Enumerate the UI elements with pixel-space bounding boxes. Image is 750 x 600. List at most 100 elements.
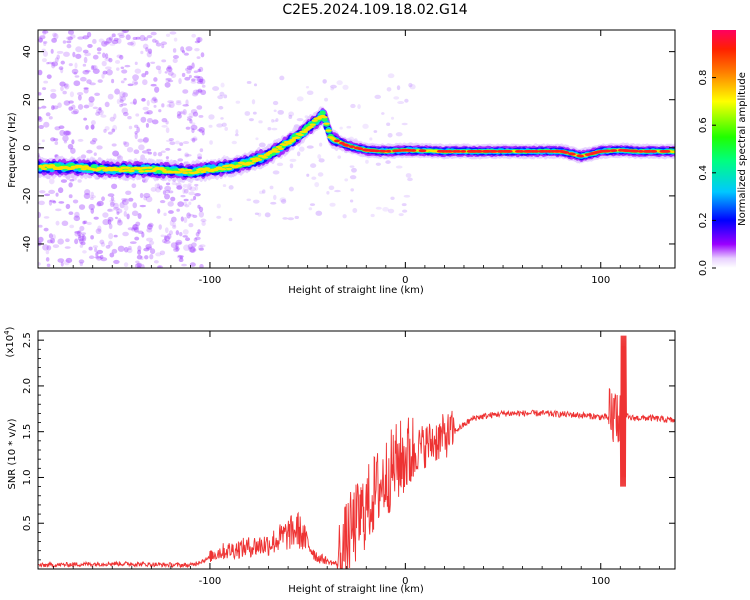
spectrogram-noise-speck bbox=[63, 83, 68, 88]
spectrogram-noise-speck bbox=[121, 197, 129, 201]
spectrogram-noise-speck bbox=[45, 257, 50, 262]
spectrogram-noise-speck bbox=[330, 87, 334, 91]
spectrogram-noise-speck bbox=[387, 133, 393, 138]
spectrogram-noise-speck bbox=[154, 98, 158, 103]
snr-series-line bbox=[38, 335, 675, 569]
spectrogram-noise-speck bbox=[123, 210, 127, 217]
spectrogram-noise-speck bbox=[194, 183, 199, 187]
spectrogram-noise-speck bbox=[199, 264, 204, 268]
spectrogram-noise-speck bbox=[158, 109, 162, 113]
spectrogram-noise-speck bbox=[155, 252, 162, 257]
spectrogram-noise-speck bbox=[109, 43, 116, 46]
spectrogram-noise-speck bbox=[258, 190, 264, 195]
spectrogram-noise-speck bbox=[52, 234, 56, 240]
spectrogram-noise-speck bbox=[60, 67, 64, 74]
spectrogram-noise-speck bbox=[68, 211, 74, 216]
spectrogram-noise-speck bbox=[220, 117, 224, 120]
spectrogram-noise-speck bbox=[50, 137, 56, 142]
spectrogram-noise-speck bbox=[89, 196, 94, 201]
spectrogram-noise-speck bbox=[137, 230, 144, 234]
spectrogram-noise-speck bbox=[152, 96, 157, 102]
spectrogram-noise-speck bbox=[183, 52, 189, 56]
spectrogram-noise-speck bbox=[271, 127, 278, 131]
spectrogram-noise-speck bbox=[83, 220, 88, 224]
spectrogram-noise-speck bbox=[246, 198, 252, 202]
spectrogram-noise-speck bbox=[322, 79, 327, 84]
spectrogram-noise-speck bbox=[173, 247, 181, 251]
spectrogram-noise-speck bbox=[92, 54, 99, 60]
spectrogram-noise-speck bbox=[108, 223, 113, 230]
spectrogram-noise-speck bbox=[111, 183, 118, 190]
spectrogram-noise-speck bbox=[164, 82, 171, 88]
spectrogram-noise-speck bbox=[185, 67, 189, 72]
spectrogram-noise-speck bbox=[255, 137, 259, 141]
spectrogram-ridge-peak bbox=[420, 149, 427, 153]
spectrogram-noise-speck bbox=[107, 219, 112, 225]
spectrogram-noise-speck bbox=[38, 200, 45, 206]
spectrogram-noise-speck bbox=[72, 108, 79, 115]
spectrogram-noise-speck bbox=[157, 208, 161, 214]
spectrogram-noise-speck bbox=[67, 30, 75, 35]
spectrogram-noise-speck bbox=[289, 158, 297, 163]
spectrogram-noise-speck bbox=[172, 55, 179, 59]
spectrogram-noise-speck bbox=[42, 30, 49, 34]
spectrogram-noise-speck bbox=[116, 98, 121, 105]
spectrogram-noise-speck bbox=[157, 183, 161, 190]
spectrogram-noise-speck bbox=[122, 141, 127, 145]
spectrogram-noise-speck bbox=[127, 41, 134, 46]
spectrogram-noise-speck bbox=[57, 238, 64, 245]
spectrogram-noise-speck bbox=[369, 137, 373, 141]
spectrogram-noise-speck bbox=[140, 98, 147, 102]
spectrogram-noise-speck bbox=[139, 34, 146, 42]
spectrogram-noise-speck bbox=[208, 124, 213, 128]
spectrogram-noise-speck bbox=[57, 258, 65, 263]
spectrogram-noise-speck bbox=[131, 183, 137, 189]
spectrogram-noise-speck bbox=[175, 101, 182, 106]
spectrogram-noise-speck bbox=[132, 79, 138, 86]
spectrogram-noise-speck bbox=[197, 128, 203, 132]
spectrogram-ridge-peak bbox=[446, 150, 453, 153]
spectrogram-noise-speck bbox=[41, 139, 45, 143]
spectrogram-noise-speck bbox=[182, 183, 189, 188]
spectrogram-noise-speck bbox=[90, 208, 95, 214]
spectrogram-noise-speck bbox=[88, 246, 93, 251]
spectrogram-noise-speck bbox=[401, 203, 407, 207]
spectrogram-noise-speck bbox=[176, 110, 181, 117]
spectrogram-noise-speck bbox=[100, 242, 106, 247]
spectrogram-noise-speck bbox=[112, 150, 120, 157]
spectrogram-noise-speck bbox=[43, 42, 47, 47]
spectrogram-ridge-peak bbox=[476, 150, 483, 153]
spectrogram-noise-speck bbox=[146, 110, 153, 115]
spectrogram-ridge-cell bbox=[273, 150, 281, 153]
svg-text:(x104): (x104) bbox=[3, 326, 16, 357]
spectrogram-noise-speck bbox=[167, 100, 174, 104]
spectrogram-ridge-cell bbox=[255, 158, 263, 162]
spectrogram-noise-speck bbox=[80, 154, 87, 159]
spectrogram-noise-speck bbox=[68, 182, 73, 188]
spectrogram-noise-speck bbox=[109, 199, 116, 203]
spectrogram-noise-speck bbox=[121, 69, 128, 74]
spectrogram-noise-speck bbox=[168, 137, 174, 142]
spectrogram-noise-speck bbox=[375, 206, 382, 210]
spectrogram-noise-speck bbox=[197, 37, 201, 44]
spectrogram-noise-speck bbox=[82, 35, 90, 40]
spectrogram-noise-speck bbox=[86, 149, 93, 154]
spectrogram-noise-speck bbox=[161, 103, 165, 108]
spectrogram-noise-speck bbox=[197, 88, 203, 93]
spectrogram-noise-speck bbox=[46, 245, 52, 251]
spectrogram-noise-speck bbox=[194, 47, 200, 52]
spectrogram-noise-speck bbox=[158, 224, 162, 230]
spectrogram-noise-speck bbox=[163, 235, 168, 241]
spectrogram-noise-speck bbox=[43, 121, 50, 128]
spectrogram-noise-speck bbox=[83, 87, 89, 90]
spectrogram-noise-speck bbox=[194, 192, 201, 197]
spectrogram-noise-speck bbox=[63, 51, 70, 57]
spectrogram-noise-speck bbox=[150, 31, 157, 36]
spectrogram-noise-speck bbox=[179, 142, 184, 147]
spectrogram-noise-speck bbox=[188, 74, 192, 79]
spectrogram-noise-speck bbox=[282, 217, 288, 220]
snr-y-tick-label: 1.0 bbox=[22, 470, 33, 486]
spectrogram-noise-speck bbox=[306, 173, 310, 177]
spectrogram-noise-speck bbox=[182, 108, 187, 116]
spectrogram-noise-speck bbox=[125, 34, 131, 41]
